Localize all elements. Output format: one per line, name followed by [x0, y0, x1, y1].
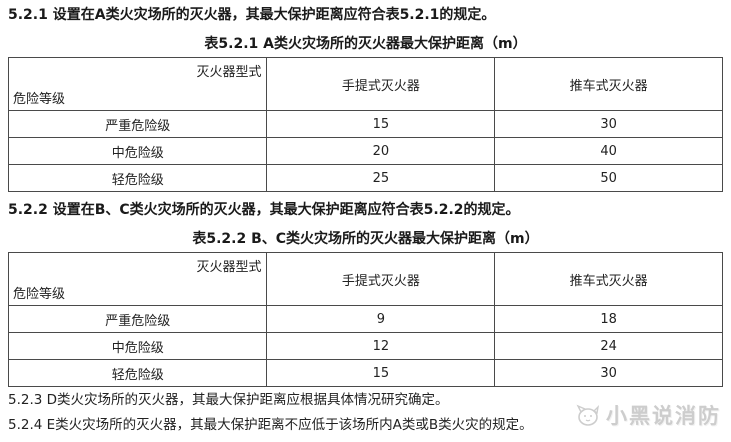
cell-value: 12	[266, 332, 496, 360]
row-label-medium: 中危险级	[7, 332, 268, 360]
cell-value: 30	[494, 110, 723, 138]
clause-5-2-4: 5.2.4 E类火灾场所的灭火器，其最大保护距离不应低于该场所内A类或B类火灾的…	[8, 417, 533, 433]
cell-value: 9	[266, 305, 496, 333]
row-label-light: 轻危险级	[7, 359, 268, 387]
row-label-light: 轻危险级	[7, 164, 268, 192]
row-label-medium: 中危险级	[7, 137, 268, 165]
row-label-severe: 严重危险级	[7, 305, 268, 333]
table-row: 中危险级 20 40	[7, 137, 723, 165]
cell-value: 25	[266, 164, 496, 192]
table-row: 严重危险级 9 18	[7, 305, 723, 333]
table-row: 中危险级 12 24	[7, 332, 723, 360]
corner-label-hazard-level: 危险等级	[13, 92, 66, 107]
table-2-col-header-wheeled: 推车式灭火器	[494, 252, 723, 306]
table-row: 严重危险级 15 30	[7, 110, 723, 138]
cell-value: 50	[494, 164, 723, 192]
cell-value: 24	[494, 332, 723, 360]
watermark-text: 小黑说消防	[606, 404, 721, 428]
clause-5-2-2: 5.2.2 设置在B、C类火灾场所的灭火器，其最大保护距离应符合表5.2.2的规…	[8, 202, 520, 218]
row-label-severe: 严重危险级	[7, 110, 268, 138]
cell-value: 15	[266, 110, 496, 138]
watermark: 小黑说消防	[574, 400, 721, 430]
table-2-corner-header-cell: 灭火器型式 危险等级	[7, 252, 268, 306]
table-5-2-1: 灭火器型式 危险等级 手提式灭火器 推车式灭火器 严重危险级 15 30 中危险…	[7, 57, 723, 192]
corner-label-extinguisher-type: 灭火器型式	[196, 260, 262, 275]
table-1-corner-header-cell: 灭火器型式 危险等级	[7, 57, 268, 111]
table-1-col-header-portable: 手提式灭火器	[266, 57, 496, 111]
mascot-cat-icon	[576, 404, 600, 426]
cell-value: 40	[494, 137, 723, 165]
cell-value: 30	[494, 359, 723, 387]
table-row: 轻危险级 25 50	[7, 164, 723, 192]
corner-label-hazard-level: 危险等级	[13, 287, 66, 302]
cell-value: 18	[494, 305, 723, 333]
table-2-col-header-portable: 手提式灭火器	[266, 252, 496, 306]
table-2-title: 表5.2.2 B、C类火灾场所的灭火器最大保护距离（m）	[192, 231, 539, 247]
cell-value: 15	[266, 359, 496, 387]
table-5-2-2: 灭火器型式 危险等级 手提式灭火器 推车式灭火器 严重危险级 9 18 中危险级…	[7, 252, 723, 387]
table-1-title: 表5.2.1 A类火灾场所的灭火器最大保护距离（m）	[204, 36, 527, 52]
table-1-header-row: 灭火器型式 危险等级 手提式灭火器 推车式灭火器	[7, 57, 723, 111]
table-1-col-header-wheeled: 推车式灭火器	[494, 57, 723, 111]
table-row: 轻危险级 15 30	[7, 359, 723, 387]
clause-5-2-3: 5.2.3 D类火灾场所的灭火器，其最大保护距离应根据具体情况研究确定。	[8, 392, 449, 408]
table-2-header-row: 灭火器型式 危险等级 手提式灭火器 推车式灭火器	[7, 252, 723, 306]
clause-5-2-1: 5.2.1 设置在A类火灾场所的灭火器，其最大保护距离应符合表5.2.1的规定。	[8, 7, 496, 23]
cell-value: 20	[266, 137, 496, 165]
corner-label-extinguisher-type: 灭火器型式	[196, 65, 262, 80]
